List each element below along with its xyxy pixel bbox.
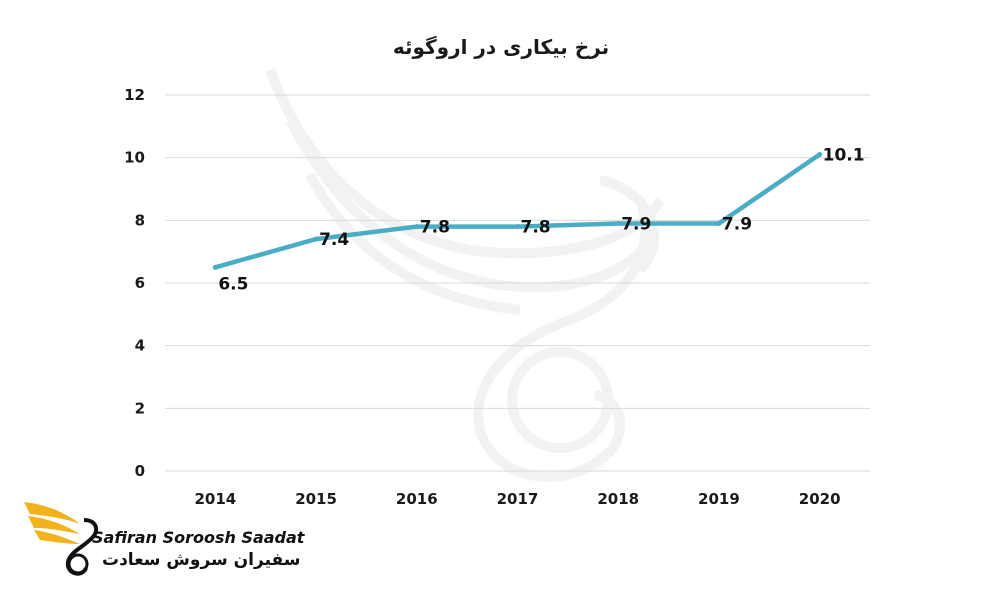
series-layer <box>212 152 823 270</box>
logo-text-farsi: سفیران سروش سعادت <box>102 550 301 570</box>
data-labels: 6.5 7.4 7.8 7.8 7.9 7.9 10.1 <box>218 146 864 295</box>
x-tick-label: 2017 <box>497 490 539 508</box>
data-label: 10.1 <box>823 146 865 166</box>
golden-wing-logo-icon <box>24 502 99 576</box>
company-logo: Safiran Soroosh Saadat سفیران سروش سعادت <box>22 494 305 584</box>
data-point <box>414 224 420 230</box>
grid-layer <box>165 94 870 472</box>
data-label: 7.8 <box>521 218 551 238</box>
x-tick-label: 2016 <box>396 490 438 508</box>
data-point <box>515 224 520 230</box>
y-tick-label: 12 <box>124 86 145 104</box>
y-tick-label: 0 <box>135 462 145 480</box>
data-label: 7.9 <box>722 214 752 234</box>
y-tick-label: 2 <box>135 399 145 417</box>
data-point <box>716 220 722 226</box>
x-axis-ticks: 2014 2015 2016 2017 2018 2019 2020 <box>194 490 840 508</box>
swan-wing-watermark-icon <box>265 68 665 482</box>
y-tick-label: 4 <box>135 337 145 355</box>
data-point <box>615 220 621 226</box>
y-tick-label: 6 <box>135 274 145 292</box>
x-tick-label: 2020 <box>799 490 841 508</box>
chart-title: نرخ بیکاری در اروگوئه <box>393 35 609 59</box>
logo-text-english: Safiran Soroosh Saadat <box>92 528 305 547</box>
data-point <box>212 264 218 270</box>
x-tick-label: 2019 <box>698 490 740 508</box>
y-axis-ticks: 0 2 4 6 8 10 12 <box>124 86 145 480</box>
data-label: 6.5 <box>218 274 248 294</box>
y-tick-label: 10 <box>124 149 145 167</box>
data-point <box>817 152 823 158</box>
x-tick-label: 2018 <box>597 490 639 508</box>
x-tick-label: 2014 <box>194 490 236 508</box>
y-tick-label: 8 <box>135 211 145 229</box>
data-point <box>313 236 319 242</box>
data-label: 7.4 <box>319 230 349 250</box>
x-tick-label: 2015 <box>295 490 337 508</box>
data-label: 7.8 <box>420 218 450 238</box>
data-label: 7.9 <box>621 214 651 234</box>
